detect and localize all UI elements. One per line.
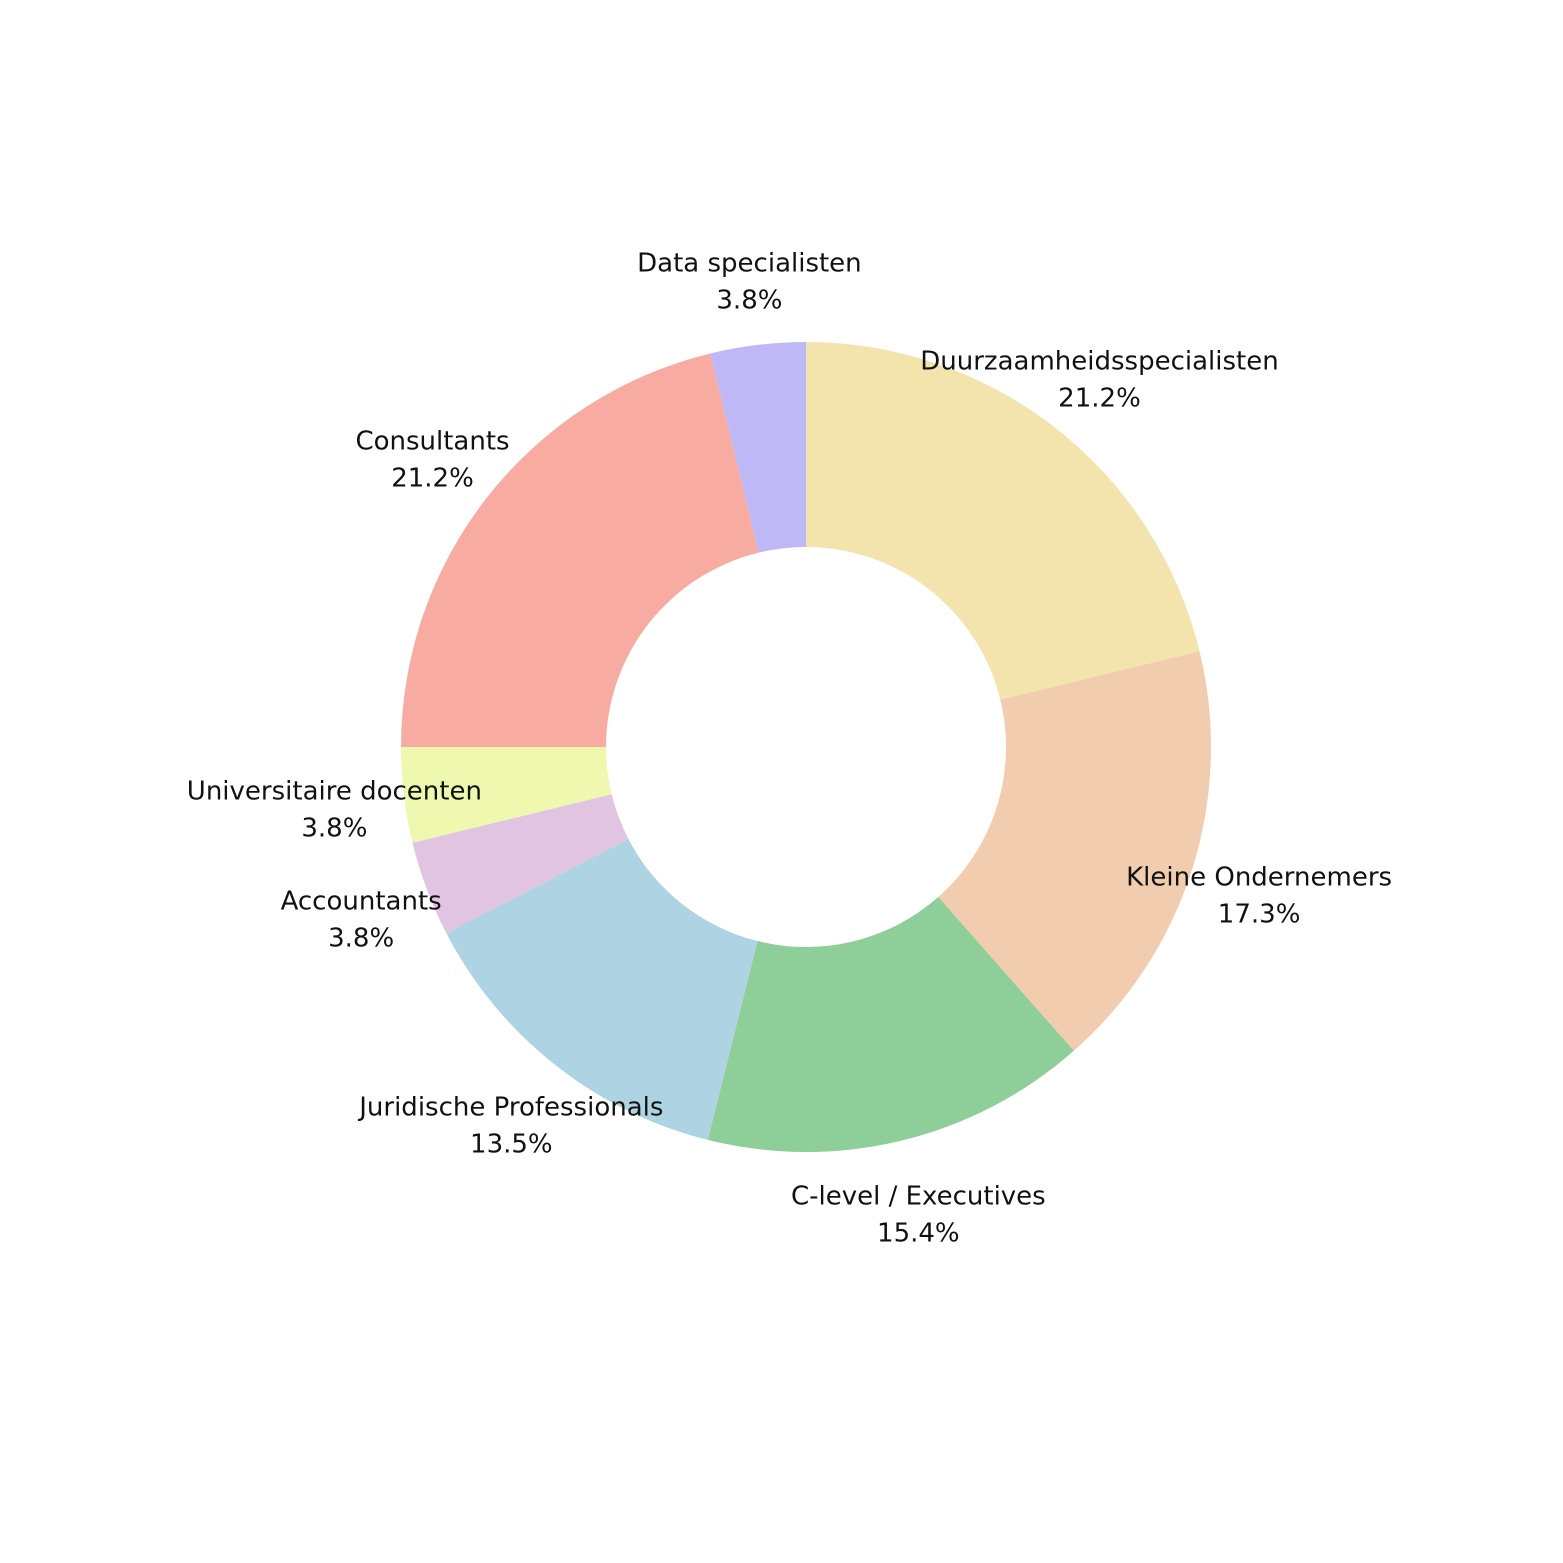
slice-category-label: Data specialisten [637,248,862,278]
labels-group: Duurzaamheidsspecialisten 21.2% Kleine Ond… [187,248,1392,1248]
slice-percent-label: 13.5% [470,1130,553,1160]
slice-data-specialisten [710,342,806,553]
slice-label-c-level-executives: C-level / Executives 15.4% [791,1182,1046,1249]
slice-label-duurzaamheidsspecialisten: Duurzaamheidsspecialisten 21.2% [920,347,1278,414]
slice-label-accountants: Accountants 3.8% [281,887,442,954]
slice-category-label: Juridische Professionals [357,1093,663,1123]
slice-percent-label: 21.2% [391,464,474,494]
slice-category-label: Duurzaamheidsspecialisten [920,347,1278,377]
slice-label-juridische-professionals: Juridische Professionals 13.5% [357,1093,663,1160]
slice-percent-label: 3.8% [301,814,367,844]
slice-label-universitaire-docenten: Universitaire docenten 3.8% [187,777,482,844]
slice-percent-label: 17.3% [1218,900,1301,930]
slice-category-label: Kleine Ondernemers [1126,863,1392,893]
slice-accountants [412,794,629,934]
slice-percent-label: 3.8% [328,924,394,954]
slice-consultants [401,353,759,747]
slice-category-label: Accountants [281,887,442,917]
slice-category-label: C-level / Executives [791,1182,1046,1212]
slice-label-kleine-ondernemers: Kleine Ondernemers 17.3% [1126,863,1392,930]
slice-percent-label: 3.8% [716,285,782,315]
slice-juridische-professionals [446,838,758,1140]
slices-group [401,342,1212,1152]
slice-percent-label: 15.4% [877,1219,960,1249]
slice-c-level-executives [707,897,1074,1152]
slice-duurzaamheidsspecialisten [806,342,1200,700]
slice-category-label: Universitaire docenten [187,777,482,807]
slice-kleine-ondernemers [938,651,1212,1051]
slice-label-consultants: Consultants 21.2% [355,427,509,494]
slice-universitaire-docenten [401,747,612,843]
slice-category-label: Consultants [355,427,509,457]
slice-label-data-specialisten: Data specialisten 3.8% [637,248,862,315]
slice-percent-label: 21.2% [1058,384,1141,414]
